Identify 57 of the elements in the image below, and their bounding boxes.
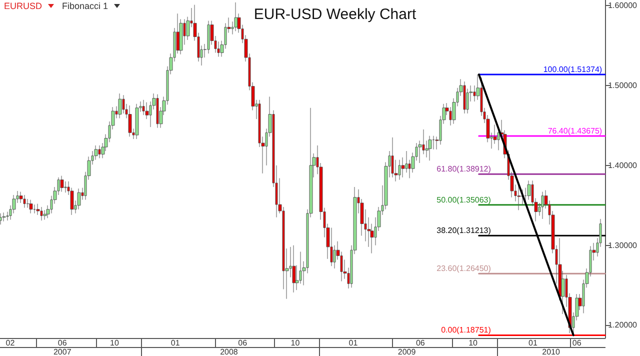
candlestick: [77, 188, 81, 210]
x-tick-label: 10: [110, 338, 120, 348]
x-tick-label: 06: [58, 338, 68, 348]
candlestick: [463, 81, 466, 114]
candlestick: [0, 213, 2, 225]
x-tick-label: 06: [416, 338, 426, 348]
series-label: 23.60(1.26450): [436, 264, 492, 274]
candlestick: [118, 93, 122, 119]
y-tick-label: 1.30000: [608, 240, 638, 250]
candlestick: [428, 136, 432, 161]
series-label: 100.00(1.51374): [543, 65, 602, 74]
candlestick: [29, 200, 33, 214]
candlestick: [391, 137, 394, 178]
x-tick-label: 01: [528, 338, 538, 348]
y-tick-label: 1.20000: [608, 320, 638, 330]
y-tick-label: 1.40000: [608, 160, 638, 170]
x2-tick-label: 2008: [220, 348, 238, 356]
candlestick: [135, 104, 139, 140]
candlestick: [142, 100, 145, 116]
series-label: 38.20(1.31213): [436, 226, 492, 236]
candlestick: [517, 184, 521, 210]
candlestick: [43, 210, 47, 220]
series-label: 76.40(1.43675): [548, 126, 602, 136]
x2-tick-label: 2007: [53, 348, 72, 356]
candlestick: [234, 2, 238, 32]
chart-title: EUR-USD Weekly Chart: [254, 6, 417, 23]
candlestick: [207, 20, 210, 54]
candlestick: [40, 206, 43, 221]
annotation: EURUSD: [4, 1, 42, 11]
candlestick: [292, 245, 296, 293]
series-label: 50.00(1.35063): [436, 195, 492, 204]
x-tick-label: 06: [572, 338, 582, 348]
candlestick: [330, 227, 333, 266]
x2-tick-label: 2009: [398, 348, 416, 356]
candlestick: [128, 105, 132, 137]
y-tick-label: 1.60000: [608, 1, 638, 10]
annotation: Fibonacci 1: [62, 1, 108, 11]
candlestick: [398, 160, 401, 180]
x-tick-label: 01: [170, 338, 180, 348]
y-tick-label: 1.50000: [608, 81, 638, 90]
candlestick: [497, 128, 500, 150]
x-tick-label: 02: [6, 338, 16, 348]
candlestick: [541, 192, 544, 220]
x-tick-label: 10: [468, 338, 478, 348]
x-tick-label: 01: [348, 338, 358, 348]
candlestick: [60, 176, 64, 192]
x2-tick-label: 2010: [542, 348, 560, 356]
x-tick-label: 10: [290, 338, 300, 348]
candlestick: [156, 94, 159, 128]
candlestick: [23, 194, 26, 208]
x-tick-label: 06: [238, 338, 248, 348]
series-label: 0.00(1.18751): [441, 326, 492, 335]
candlestick: [94, 145, 98, 160]
series-label: 61.80(1.38912): [436, 164, 492, 174]
candlestick: [33, 204, 36, 214]
candlestick: [2, 212, 6, 222]
candlestick: [98, 145, 101, 158]
